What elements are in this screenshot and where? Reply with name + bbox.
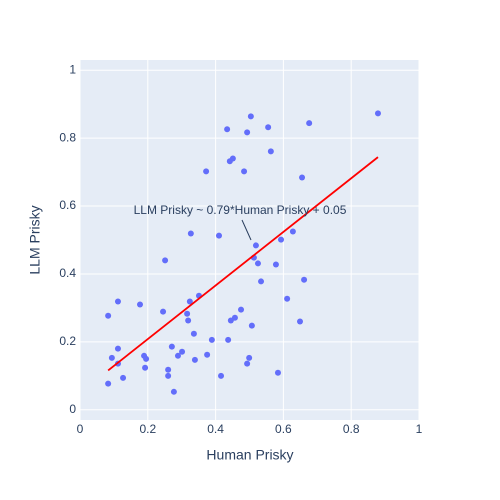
x-tick-label: 0.2	[139, 422, 156, 436]
point	[301, 276, 308, 283]
point	[289, 228, 296, 235]
point	[224, 126, 231, 133]
x-tick-label: 0.6	[275, 422, 292, 436]
point	[114, 345, 121, 352]
point	[165, 366, 172, 373]
y-tick-label: 0.8	[59, 130, 76, 144]
point	[218, 372, 225, 379]
point	[191, 356, 198, 363]
y-tick-label: 0.2	[59, 334, 76, 348]
point	[187, 230, 194, 237]
point	[208, 336, 215, 343]
y-tick-label: 1	[69, 62, 76, 76]
annotation: LLM Prisky ~ 0.79*Human Prisky + 0.05	[134, 203, 347, 217]
point	[186, 298, 193, 305]
point	[267, 148, 274, 155]
x-axis-title: Human Prisky	[206, 447, 293, 463]
point	[278, 236, 285, 243]
point	[246, 354, 253, 361]
annotation-arrow	[241, 219, 252, 241]
point	[248, 322, 255, 329]
point	[229, 155, 236, 162]
point	[241, 168, 248, 175]
x-tick-label: 0	[77, 422, 84, 436]
point	[179, 348, 186, 355]
point	[272, 261, 279, 268]
point	[105, 312, 112, 319]
point	[162, 257, 169, 264]
point	[168, 343, 175, 350]
point	[274, 369, 281, 376]
x-tick-label: 0.8	[343, 422, 360, 436]
point	[299, 174, 306, 181]
point	[142, 364, 149, 371]
point	[215, 232, 222, 239]
point	[254, 260, 261, 267]
y-axis-title: LLM Prisky	[27, 205, 43, 274]
point	[105, 380, 112, 387]
marks	[105, 110, 381, 395]
grid	[79, 60, 420, 420]
point	[284, 295, 291, 302]
point	[170, 388, 177, 395]
point	[174, 352, 181, 359]
point	[238, 306, 245, 313]
point	[297, 318, 304, 325]
point	[306, 120, 313, 127]
point	[247, 113, 254, 120]
point	[137, 301, 144, 308]
point	[160, 308, 167, 315]
point	[225, 336, 232, 343]
y-tick-label: 0.4	[59, 266, 76, 280]
point	[244, 129, 251, 136]
point	[203, 168, 210, 175]
point	[190, 330, 197, 337]
x-tick-label: 1	[416, 422, 423, 436]
point	[165, 372, 172, 379]
point	[120, 374, 127, 381]
point	[231, 314, 238, 321]
point	[252, 242, 259, 249]
point	[185, 317, 192, 324]
fit-line	[107, 156, 379, 372]
point	[114, 298, 121, 305]
x-tick-label: 0.4	[207, 422, 224, 436]
point	[265, 124, 272, 131]
y-tick-label: 0	[69, 402, 76, 416]
point	[108, 354, 115, 361]
point	[143, 355, 150, 362]
y-tick-label: 0.6	[59, 198, 76, 212]
point	[204, 351, 211, 358]
point	[244, 360, 251, 367]
point	[258, 278, 265, 285]
point	[374, 110, 381, 117]
point	[184, 310, 191, 317]
